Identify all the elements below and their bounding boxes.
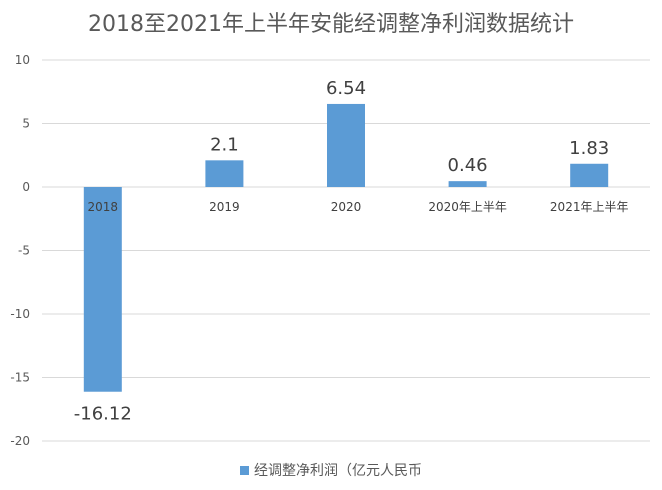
y-tick-label: -5	[18, 244, 30, 258]
bar	[83, 187, 122, 392]
bar	[570, 163, 609, 187]
legend: 经调整净利润（亿元人民币	[0, 460, 662, 480]
x-tick-label: 2018	[88, 200, 119, 214]
bar	[205, 160, 244, 187]
bar	[327, 103, 365, 187]
legend-label: 经调整净利润（亿元人民币	[254, 463, 422, 479]
data-label: 0.46	[448, 155, 488, 176]
legend-swatch	[240, 466, 249, 475]
y-tick-label: -20	[10, 434, 30, 448]
data-label: -16.12	[74, 404, 132, 425]
data-label: 6.54	[326, 78, 366, 99]
y-tick-label: 0	[22, 180, 30, 194]
bar	[448, 181, 487, 187]
x-tick-label: 2021年上半年	[550, 200, 629, 214]
chart-title: 2018至2021年上半年安能经调整净利润数据统计	[88, 12, 574, 37]
x-tick-label: 2020年上半年	[428, 200, 507, 214]
y-tick-label: -15	[10, 371, 30, 385]
data-label: 1.83	[569, 138, 609, 159]
data-label: 2.1	[210, 134, 239, 155]
x-tick-label: 2019	[209, 200, 240, 214]
x-tick-label: 2020	[331, 200, 362, 214]
y-tick-label: -10	[10, 307, 30, 321]
y-tick-label: 10	[15, 53, 30, 67]
y-tick-label: 5	[22, 117, 30, 131]
